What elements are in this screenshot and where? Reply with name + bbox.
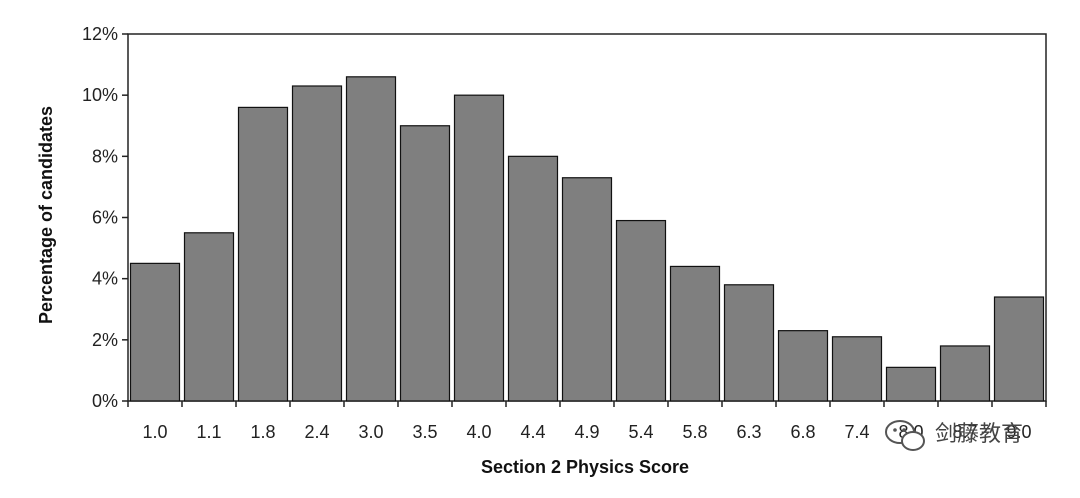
x-tick-label: 2.4 [304, 422, 329, 442]
bar [885, 366, 937, 402]
x-tick-label: 4.9 [574, 422, 599, 442]
x-tick-label: 3.5 [412, 422, 437, 442]
y-tick-label: 10% [82, 85, 118, 105]
bar [993, 296, 1045, 402]
x-axis-title: Section 2 Physics Score [481, 457, 689, 477]
bar [345, 76, 397, 402]
bar [615, 219, 667, 402]
watermark: 剑藤教育 [885, 420, 1023, 451]
x-tick-label: 1.0 [142, 422, 167, 442]
bar [237, 106, 289, 402]
x-tick-label: 8.7 [952, 422, 977, 442]
bar [399, 125, 451, 402]
bar [777, 330, 829, 402]
x-tick-label: 4.4 [520, 422, 545, 442]
bar [831, 336, 883, 402]
x-tick-label: 1.1 [196, 422, 221, 442]
bar [669, 265, 721, 402]
x-axis: 1.0 1.1 1.8 2.4 3.0 3.5 4.0 4.4 4.9 5.4 5.8 6.3 6.8 7… [127, 401, 1047, 442]
y-tick-label: 2% [92, 330, 118, 350]
y-tick-label: 6% [92, 208, 118, 228]
x-tick-label: 6.3 [736, 422, 761, 442]
bars-group [129, 76, 1045, 402]
x-tick-label: 9.0 [1006, 422, 1031, 442]
wechat-icon [885, 420, 925, 451]
bar [939, 345, 991, 402]
y-tick-label: 8% [92, 146, 118, 166]
bar [129, 262, 181, 402]
bar [291, 85, 343, 402]
bar [453, 94, 505, 402]
x-tick-label: 5.8 [682, 422, 707, 442]
y-tick-label: 12% [82, 24, 118, 44]
y-tick-label: 0% [92, 391, 118, 411]
x-tick-label: 6.8 [790, 422, 815, 442]
y-axis: 0% 2% 4% 6% 8% 10% 12% [82, 24, 128, 411]
bar [723, 284, 775, 402]
bar [507, 155, 559, 402]
x-tick-label: 1.8 [250, 422, 275, 442]
bar [183, 232, 235, 402]
x-tick-label: 4.0 [466, 422, 491, 442]
x-tick-label: 7.4 [844, 422, 869, 442]
watermark-text: 剑藤教育 [935, 422, 1023, 447]
x-tick-label: 3.0 [358, 422, 383, 442]
y-axis-title: Percentage of candidates [36, 106, 56, 324]
bar [561, 177, 613, 402]
x-tick-label: 5.4 [628, 422, 653, 442]
y-tick-label: 4% [92, 269, 118, 289]
